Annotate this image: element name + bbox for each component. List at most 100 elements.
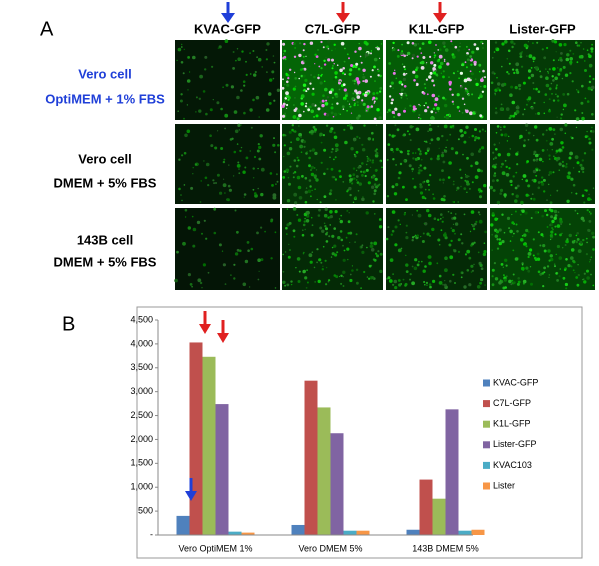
cell-dot [468, 48, 471, 51]
cell-dot [429, 71, 433, 75]
cell-dot [200, 180, 202, 182]
cell-dot [479, 263, 483, 267]
cell-dot [480, 267, 484, 271]
cell-dot [320, 141, 323, 144]
cell-dot [250, 126, 253, 129]
cell-dot [325, 56, 327, 59]
cell-dot [330, 106, 334, 110]
cell-dot [442, 41, 446, 45]
cell-dot [502, 266, 504, 268]
cell-dot [452, 72, 455, 75]
cell-dot [394, 124, 397, 127]
cell-dot [366, 157, 370, 160]
cell-dot [403, 213, 406, 216]
cell-dot [303, 60, 306, 63]
cell-dot [429, 174, 432, 177]
cell-dot [470, 164, 473, 168]
cell-dot [463, 48, 466, 51]
cell-dot [459, 71, 463, 75]
cell-dot [414, 234, 417, 237]
cell-dot [560, 113, 563, 116]
cell-dot [425, 281, 429, 285]
cell-dot [403, 109, 406, 113]
cell-dot [551, 93, 553, 95]
cell-dot [574, 271, 576, 274]
cell-dot [422, 56, 426, 59]
cell-dot [458, 110, 461, 112]
cell-dot [491, 179, 495, 183]
cell-dot [470, 152, 475, 157]
cell-dot [550, 215, 554, 219]
cell-dot [331, 246, 334, 249]
legend-swatch [483, 400, 490, 408]
cell-dot [445, 146, 447, 149]
cell-dot [373, 192, 377, 196]
y-tick-label: 2,000 [130, 434, 153, 444]
cell-dot [480, 78, 484, 83]
cell-dot [454, 45, 458, 49]
cell-dot [418, 152, 422, 156]
cell-dot [426, 232, 430, 236]
cell-dot [192, 244, 196, 248]
legend-label: C7L-GFP [493, 398, 531, 408]
chart-arrows [185, 311, 229, 501]
cell-dot [548, 259, 551, 262]
cell-dot [342, 67, 346, 70]
cell-dot [333, 135, 338, 140]
cell-dot [508, 227, 511, 230]
cell-dot [557, 211, 560, 214]
cell-dot [402, 77, 407, 82]
cell-dot [522, 279, 527, 284]
cell-dot [427, 213, 432, 218]
cell-dot [521, 51, 523, 53]
cell-dot [519, 213, 522, 216]
cell-dot [216, 173, 220, 177]
cell-dot [575, 234, 578, 237]
cell-dot [478, 63, 482, 67]
cell-dot [428, 283, 432, 286]
cell-dot [207, 271, 210, 274]
cell-dot [346, 209, 349, 212]
cell-dot [289, 165, 292, 168]
cell-dot [543, 249, 547, 253]
cell-dot [438, 54, 443, 59]
cell-dot [473, 63, 477, 66]
cell-dot [451, 93, 454, 97]
cell-dot [323, 213, 328, 218]
cell-dot [362, 196, 364, 198]
cell-dot [427, 255, 432, 259]
cell-dot [506, 71, 509, 74]
cell-dot [371, 161, 375, 164]
cell-dot [242, 170, 246, 174]
cell-dot [565, 57, 570, 62]
cell-dot [191, 215, 194, 218]
cell-dot [364, 56, 367, 58]
cell-dot [398, 80, 403, 85]
cell-dot [521, 263, 524, 266]
cell-dot [516, 163, 519, 166]
cell-dot [243, 111, 246, 115]
cell-dot [413, 266, 418, 271]
cell-dot [309, 82, 312, 85]
cell-dot [572, 167, 575, 169]
column-header: C7L-GFP [305, 21, 361, 36]
cell-dot [332, 65, 334, 67]
cell-dot [392, 71, 396, 75]
cell-dot [547, 70, 549, 73]
cell-dot [496, 238, 499, 241]
cell-dot [239, 149, 242, 153]
cell-dot [349, 181, 351, 183]
cell-dot [392, 41, 395, 45]
cell-dot [395, 164, 397, 166]
cell-dot [496, 76, 498, 79]
cell-dot [238, 168, 240, 170]
cell-dot [574, 209, 577, 212]
cell-dot [543, 190, 546, 193]
cell-dot [433, 217, 437, 220]
cell-dot [317, 107, 321, 111]
cell-dot [358, 46, 362, 51]
cell-dot [452, 124, 455, 128]
cell-dot [349, 241, 351, 244]
cell-dot [509, 240, 512, 242]
cell-dot [315, 55, 319, 58]
